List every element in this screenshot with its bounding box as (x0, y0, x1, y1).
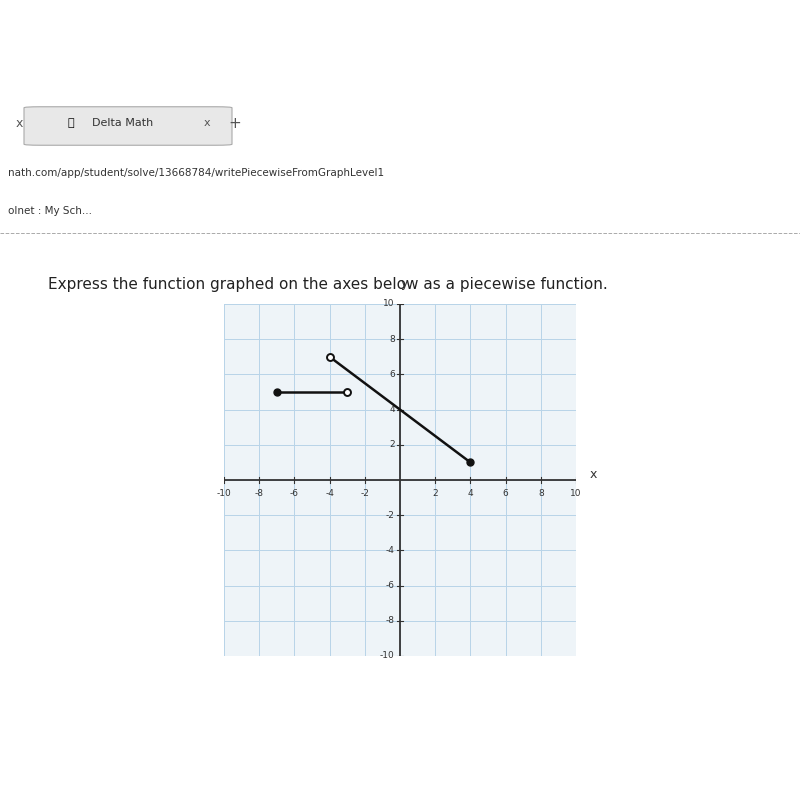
Text: 10: 10 (570, 489, 582, 498)
Text: -8: -8 (254, 489, 264, 498)
Text: -8: -8 (386, 616, 394, 626)
Text: -6: -6 (290, 489, 299, 498)
Text: olnet : My Sch...: olnet : My Sch... (8, 206, 92, 216)
Text: Delta Math: Delta Math (92, 118, 154, 128)
Text: -6: -6 (386, 581, 394, 590)
Text: -4: -4 (386, 546, 394, 555)
Text: -2: -2 (360, 489, 370, 498)
Text: x: x (16, 117, 23, 130)
Text: -2: -2 (386, 510, 394, 520)
Text: y: y (401, 277, 408, 290)
Text: 8: 8 (538, 489, 544, 498)
Text: 4: 4 (389, 405, 394, 414)
Text: 6: 6 (502, 489, 509, 498)
Text: 🎓: 🎓 (68, 118, 74, 128)
Text: 2: 2 (389, 440, 394, 450)
Text: 2: 2 (432, 489, 438, 498)
Text: 10: 10 (383, 299, 394, 309)
Text: -10: -10 (380, 651, 394, 661)
Text: x: x (204, 118, 210, 128)
FancyBboxPatch shape (24, 106, 232, 146)
Text: 8: 8 (389, 334, 394, 344)
Text: 6: 6 (389, 370, 394, 379)
Text: nath.com/app/student/solve/13668784/writePiecewiseFromGraphLevel1: nath.com/app/student/solve/13668784/writ… (8, 168, 384, 178)
Text: 4: 4 (467, 489, 474, 498)
Text: -10: -10 (217, 489, 231, 498)
Text: Express the function graphed on the axes below as a piecewise function.: Express the function graphed on the axes… (48, 278, 608, 293)
Text: x: x (590, 468, 598, 482)
Text: -4: -4 (325, 489, 334, 498)
Text: +: + (228, 116, 241, 131)
